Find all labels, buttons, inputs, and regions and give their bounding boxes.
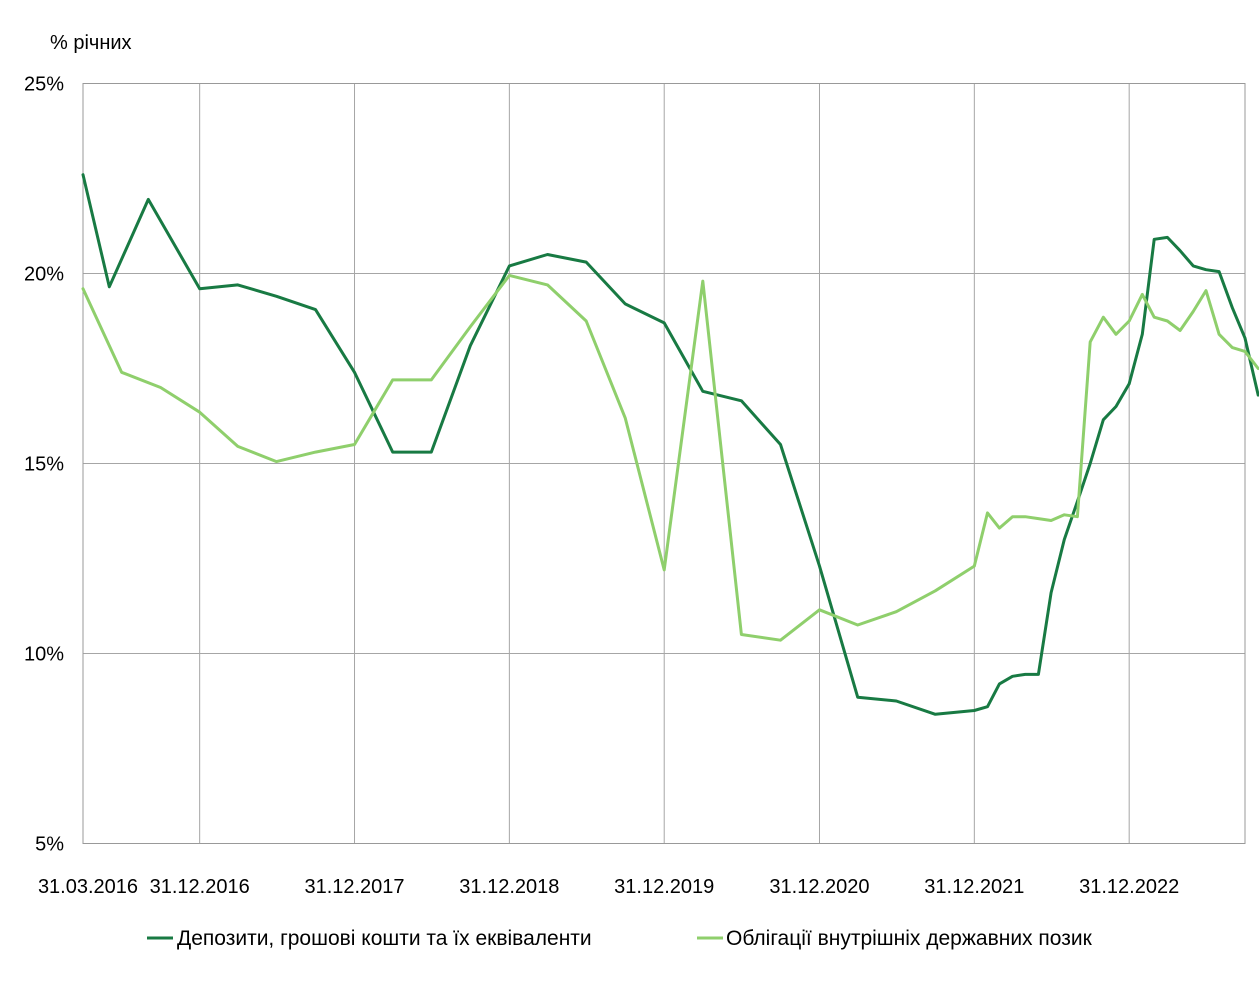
y-axis-tick-labels: 25% 20% 15% 10% 5%: [24, 74, 64, 856]
series-lines: [81, 173, 1259, 716]
x-tick-label: 31.12.2020: [769, 876, 869, 898]
y-tick-label: 5%: [35, 834, 64, 856]
x-tick-label: 31.12.2021: [924, 876, 1024, 898]
plot-area-border: [82, 83, 1246, 844]
x-tick-label: 31.12.2018: [459, 876, 559, 898]
legend-label-2: Облігації внутрішніх державних позик: [726, 927, 1093, 950]
y-unit-label: % річних: [50, 32, 132, 54]
x-tick-label: 31.03.2016: [38, 876, 138, 898]
x-tick-label: 31.12.2017: [304, 876, 404, 898]
x-axis-tick-labels: 31.03.2016 31.12.2016 31.12.2017 31.12.2018…: [38, 876, 1179, 898]
legend-label-1: Депозити, грошові кошти та їх еквівалент…: [177, 927, 592, 950]
y-tick-label: 15%: [24, 454, 64, 476]
y-tick-label: 25%: [24, 74, 64, 96]
series-line-2: [81, 273, 1259, 642]
y-tick-label: 20%: [24, 264, 64, 286]
x-tick-label: 31.12.2022: [1079, 876, 1179, 898]
legend: Депозити, грошові кошти та їх еквівалент…: [147, 927, 1093, 950]
x-tick-label: 31.12.2019: [614, 876, 714, 898]
x-tick-label: 31.12.2016: [150, 876, 250, 898]
y-tick-label: 10%: [24, 644, 64, 666]
